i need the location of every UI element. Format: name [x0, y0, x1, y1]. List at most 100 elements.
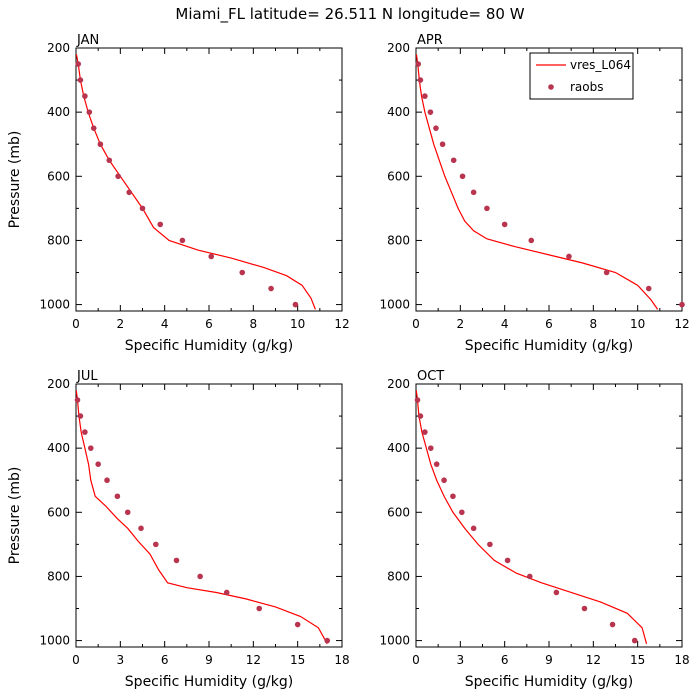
- data-point-raobs: [268, 285, 274, 292]
- x-tick-label: 8: [590, 317, 598, 331]
- x-tick-label: 10: [630, 317, 645, 331]
- data-point-raobs: [501, 221, 508, 228]
- x-tick-label: 8: [250, 317, 258, 331]
- x-tick-label: 3: [457, 653, 465, 667]
- data-point-raobs: [87, 445, 94, 451]
- data-point-raobs: [97, 141, 104, 148]
- data-point-raobs: [470, 525, 477, 532]
- data-point-raobs: [197, 573, 203, 580]
- x-axis-label: Specific Humidity (g/kg): [125, 674, 293, 690]
- legend-model-label: vres_L064: [570, 58, 631, 72]
- y-tick-label: 400: [47, 105, 70, 119]
- panel-title-oct: OCT: [417, 369, 444, 384]
- panel-title-jan: JAN: [76, 33, 99, 48]
- x-tick-label: 6: [161, 653, 169, 667]
- data-point-raobs: [422, 93, 428, 99]
- x-tick-label: 9: [205, 653, 213, 667]
- y-tick-label: 600: [387, 505, 410, 519]
- panel-jul: JUL 0 3 6 9 12 15 18 200 400 600 800 1000 Specific Hu…: [7, 369, 350, 690]
- y-tick-label: 600: [47, 169, 70, 183]
- data-point-raobs: [417, 413, 424, 419]
- data-point-raobs: [179, 237, 186, 244]
- x-tick-label: 2: [457, 317, 465, 331]
- y-tick-label: 600: [47, 505, 70, 519]
- x-tick-label: 0: [412, 653, 420, 667]
- data-point-raobs: [157, 221, 164, 228]
- data-point-raobs: [433, 125, 439, 131]
- x-tick-label: 10: [290, 317, 305, 331]
- data-point-raobs: [414, 397, 421, 403]
- data-point-raobs: [439, 141, 446, 148]
- x-tick-label: 15: [630, 653, 645, 667]
- x-axis-label: Specific Humidity (g/kg): [125, 338, 293, 354]
- series-line-vres-L064: [416, 390, 648, 644]
- legend-box: [529, 52, 634, 100]
- x-tick-label: 12: [246, 653, 261, 667]
- panel-frame-jul: [75, 383, 343, 648]
- y-tick-label: 200: [387, 41, 410, 55]
- x-tick-label: 15: [290, 653, 305, 667]
- data-point-raobs: [292, 301, 299, 308]
- series-line-vres-L064: [416, 54, 659, 310]
- panel-title-jul: JUL: [76, 369, 98, 384]
- data-point-raobs: [415, 61, 422, 67]
- y-tick-label: 600: [387, 169, 410, 183]
- data-point-raobs: [459, 509, 465, 516]
- data-point-raobs: [422, 429, 428, 435]
- panels-group: JAN 0 2 4 6 8 10 12 200 400 600 800 1000 Specific Hum…: [7, 33, 690, 690]
- data-point-raobs: [294, 621, 301, 628]
- data-point-raobs: [324, 637, 331, 644]
- x-tick-label: 6: [501, 653, 509, 667]
- data-point-raobs: [528, 237, 535, 244]
- panel-frame-jan: [75, 47, 343, 312]
- legend-marker-swatch: [548, 84, 554, 90]
- y-tick-label: 1000: [379, 634, 410, 648]
- y-tick-label: 800: [47, 569, 70, 583]
- data-point-raobs: [126, 189, 132, 196]
- y-tick-label: 400: [387, 105, 410, 119]
- data-point-raobs: [484, 205, 490, 212]
- data-point-raobs: [450, 157, 457, 164]
- data-point-raobs: [139, 205, 146, 212]
- data-point-raobs: [223, 589, 230, 596]
- data-point-raobs: [631, 637, 638, 644]
- x-tick-label: 3: [117, 653, 125, 667]
- data-point-raobs: [77, 413, 84, 419]
- data-point-raobs: [553, 589, 560, 596]
- y-tick-label: 1000: [379, 298, 410, 312]
- data-point-raobs: [450, 493, 456, 500]
- data-point-raobs: [679, 301, 685, 308]
- data-point-raobs: [256, 605, 263, 612]
- y-tick-label: 200: [387, 377, 410, 391]
- panel-apr: APR 0 2 4 6 8 10 12 200 400 600 800 1000 Specific Hum…: [379, 33, 689, 354]
- y-axis-label: Pressure (mb): [7, 131, 23, 229]
- data-point-raobs: [566, 253, 572, 260]
- data-point-raobs: [106, 157, 113, 164]
- data-point-raobs: [86, 109, 93, 115]
- data-point-raobs: [487, 541, 493, 548]
- data-point-raobs: [459, 173, 466, 180]
- data-point-raobs: [441, 477, 447, 484]
- x-tick-label: 12: [334, 317, 349, 331]
- x-tick-label: 0: [72, 317, 80, 331]
- data-point-raobs: [138, 525, 144, 532]
- data-point-raobs: [609, 621, 616, 628]
- x-tick-label: 6: [205, 317, 213, 331]
- data-point-raobs: [153, 541, 159, 548]
- data-point-raobs: [114, 493, 121, 500]
- x-tick-label: 4: [161, 317, 169, 331]
- y-tick-label: 800: [387, 233, 410, 247]
- figure-title: Miami_FL latitude= 26.511 N longitude= 8…: [175, 5, 524, 24]
- panel-oct: OCT 0 3 6 9 12 15 18 200 400 600 800 1000 Specific Hu…: [379, 369, 689, 690]
- x-tick-label: 12: [586, 653, 601, 667]
- data-point-raobs: [417, 77, 424, 83]
- data-point-raobs: [77, 77, 84, 83]
- x-tick-label: 12: [674, 317, 689, 331]
- x-tick-label: 18: [334, 653, 349, 667]
- y-tick-label: 200: [47, 41, 70, 55]
- y-tick-label: 800: [47, 233, 70, 247]
- data-point-raobs: [173, 557, 180, 564]
- x-tick-label: 6: [545, 317, 553, 331]
- data-point-raobs: [427, 445, 434, 451]
